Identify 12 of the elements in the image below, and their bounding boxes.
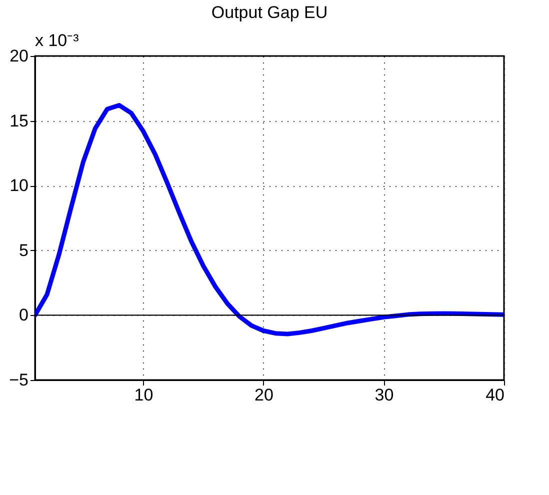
- y-tick-label: 10: [10, 176, 28, 196]
- y-tick-label: −5: [9, 370, 28, 390]
- y-tick-label: 0: [19, 306, 28, 325]
- y-tick-label: 5: [19, 240, 28, 260]
- chart-title: Output Gap EU: [211, 3, 328, 22]
- x-tick-label: 30: [374, 386, 394, 404]
- y-tick-label: 20: [10, 46, 28, 66]
- x-tick-label: 20: [254, 386, 274, 404]
- y-tick-label: 15: [10, 111, 28, 130]
- text: x 10⁻³: [35, 31, 80, 50]
- x-tick-label: 10: [134, 386, 154, 404]
- x-tick-label: 40: [486, 386, 504, 404]
